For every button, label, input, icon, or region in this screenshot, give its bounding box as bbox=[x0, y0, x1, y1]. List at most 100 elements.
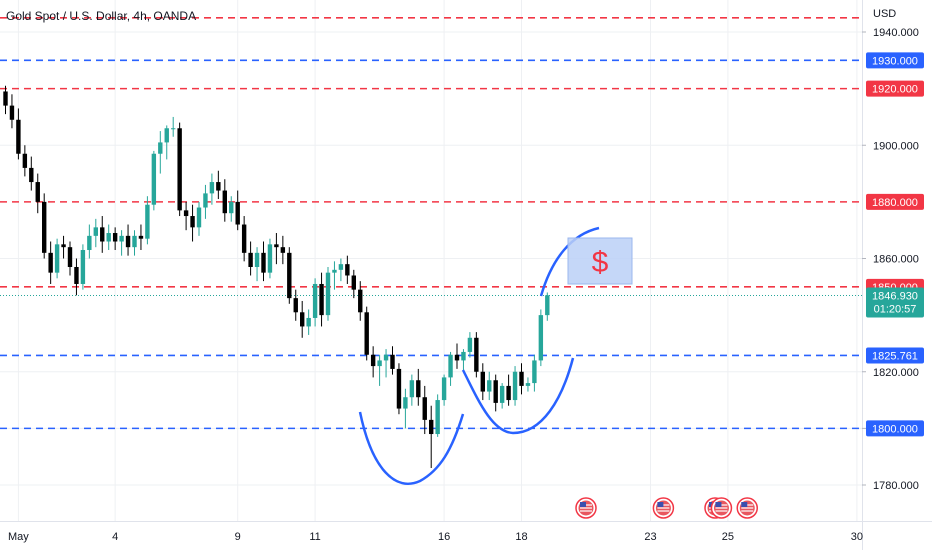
candle-body[interactable] bbox=[312, 283, 318, 318]
candle-body[interactable] bbox=[177, 128, 182, 211]
candle-body[interactable] bbox=[216, 182, 221, 191]
candle-body[interactable] bbox=[209, 182, 215, 194]
candle-body[interactable] bbox=[377, 360, 382, 367]
candle-body[interactable] bbox=[48, 252, 53, 273]
candle-body[interactable] bbox=[16, 119, 21, 154]
candle-body[interactable] bbox=[119, 235, 124, 242]
candle-body[interactable] bbox=[203, 193, 208, 208]
candle-body[interactable] bbox=[525, 383, 531, 386]
candle-body[interactable] bbox=[474, 337, 479, 372]
candle-body[interactable] bbox=[125, 235, 131, 248]
candle-body[interactable] bbox=[67, 247, 73, 267]
us-flag-icon[interactable] bbox=[736, 497, 758, 519]
us-flag-icon[interactable] bbox=[710, 497, 733, 519]
candle-body[interactable] bbox=[351, 275, 356, 290]
candle-body[interactable] bbox=[261, 252, 266, 273]
candle-body[interactable] bbox=[487, 380, 492, 392]
price-label-badge[interactable] bbox=[866, 52, 924, 69]
candle-body[interactable] bbox=[22, 153, 28, 168]
target-box[interactable] bbox=[567, 237, 633, 285]
candle-body[interactable] bbox=[512, 371, 518, 401]
price-label-badge[interactable] bbox=[866, 80, 924, 97]
candle-body[interactable] bbox=[112, 233, 118, 242]
candle-body[interactable] bbox=[80, 250, 86, 284]
candle-body[interactable] bbox=[396, 368, 402, 409]
candle-body[interactable] bbox=[545, 295, 550, 316]
candle-body[interactable] bbox=[274, 244, 279, 248]
candle-body[interactable] bbox=[29, 167, 34, 183]
candle-body[interactable] bbox=[454, 354, 460, 361]
candle-body[interactable] bbox=[171, 128, 176, 130]
candle-body[interactable] bbox=[506, 385, 511, 401]
candle-body[interactable] bbox=[409, 380, 415, 398]
candle-body[interactable] bbox=[164, 128, 169, 143]
last-price-badge[interactable] bbox=[866, 287, 924, 318]
price-label-badge[interactable] bbox=[866, 420, 924, 437]
candle-body[interactable] bbox=[422, 397, 427, 420]
candle-body[interactable] bbox=[100, 227, 105, 242]
candle-body[interactable] bbox=[383, 354, 389, 361]
candle-body[interactable] bbox=[429, 419, 434, 435]
candle-body[interactable] bbox=[403, 397, 408, 409]
candle-body[interactable] bbox=[254, 252, 260, 267]
candle-body[interactable] bbox=[196, 207, 202, 228]
candle-body[interactable] bbox=[241, 224, 247, 253]
candle-body[interactable] bbox=[338, 264, 344, 270]
candle-body[interactable] bbox=[300, 312, 305, 327]
candle-body[interactable] bbox=[390, 354, 395, 369]
candle-body[interactable] bbox=[499, 385, 505, 403]
candle-body[interactable] bbox=[248, 252, 253, 267]
candle-body[interactable] bbox=[461, 351, 466, 361]
candle-body[interactable] bbox=[35, 182, 40, 202]
candle-body[interactable] bbox=[267, 244, 273, 273]
candle-body[interactable] bbox=[61, 244, 66, 248]
candle-body[interactable] bbox=[132, 235, 137, 248]
candle-body[interactable] bbox=[235, 201, 240, 225]
candle-body[interactable] bbox=[467, 337, 473, 352]
candle-body[interactable] bbox=[93, 227, 98, 236]
candle-body[interactable] bbox=[222, 190, 227, 214]
candle-body[interactable] bbox=[519, 371, 524, 386]
us-flag-icon[interactable] bbox=[652, 497, 675, 519]
candle-body[interactable] bbox=[54, 244, 60, 273]
price-label-badge[interactable] bbox=[866, 347, 924, 364]
projection-curve[interactable] bbox=[539, 226, 600, 297]
candle-body[interactable] bbox=[87, 235, 92, 251]
us-flag-icon[interactable] bbox=[575, 497, 597, 519]
candle-body[interactable] bbox=[183, 210, 189, 217]
candle-body[interactable] bbox=[319, 283, 324, 316]
price-label-badge[interactable] bbox=[866, 193, 924, 210]
candle-body[interactable] bbox=[480, 371, 485, 392]
right-cup-curve[interactable] bbox=[461, 357, 575, 435]
candle-body[interactable] bbox=[287, 252, 292, 299]
left-cup-curve[interactable] bbox=[358, 411, 465, 485]
candle-body[interactable] bbox=[358, 289, 363, 313]
candle-body[interactable] bbox=[325, 272, 331, 316]
candle-body[interactable] bbox=[332, 269, 337, 273]
candle-body[interactable] bbox=[74, 266, 79, 284]
candle-body[interactable] bbox=[441, 377, 447, 401]
candle-body[interactable] bbox=[229, 201, 234, 214]
candle-body[interactable] bbox=[106, 233, 111, 242]
candle-body[interactable] bbox=[3, 91, 8, 106]
candle-body[interactable] bbox=[448, 354, 453, 378]
candle-body[interactable] bbox=[151, 153, 157, 205]
candle-body[interactable] bbox=[145, 204, 150, 239]
candle-body[interactable] bbox=[306, 317, 311, 327]
candle-body[interactable] bbox=[532, 360, 537, 384]
candle-body[interactable] bbox=[538, 315, 544, 361]
candle-body[interactable] bbox=[190, 216, 195, 228]
candle-body[interactable] bbox=[42, 201, 47, 253]
candle-body[interactable] bbox=[493, 380, 498, 403]
candle-body[interactable] bbox=[138, 235, 144, 239]
candle-body[interactable] bbox=[435, 400, 440, 435]
candle-body[interactable] bbox=[370, 354, 376, 367]
candle-body[interactable] bbox=[345, 264, 350, 276]
candle-body[interactable] bbox=[364, 312, 369, 355]
candle-body[interactable] bbox=[158, 142, 163, 154]
candle-body[interactable] bbox=[293, 298, 298, 313]
candle-body[interactable] bbox=[416, 380, 421, 398]
candle-body[interactable] bbox=[280, 247, 286, 253]
